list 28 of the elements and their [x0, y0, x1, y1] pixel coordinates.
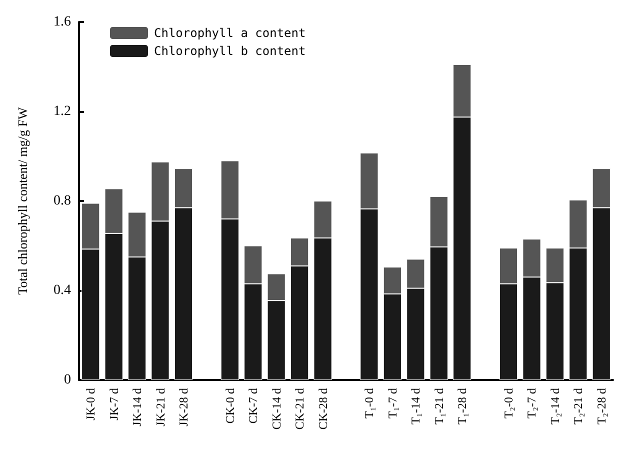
x-tick-label: T₂-28 d — [594, 388, 608, 425]
y-tick-label: 0.4 — [54, 283, 71, 298]
x-tick-label: T₂-14 d — [548, 388, 562, 425]
x-tick-label: CK-14 d — [269, 388, 284, 430]
y-tick-label: 0 — [64, 372, 71, 388]
y-tick-label: 1.2 — [54, 104, 71, 119]
x-tick-label: T₁-0 d — [362, 388, 376, 419]
x-tick-label: T₁-28 d — [455, 388, 470, 425]
x-tick-label: T₂-7 d — [524, 388, 539, 419]
x-tick-label: CK-28 d — [316, 388, 330, 430]
x-tick-label: JK-0 d — [84, 388, 98, 420]
y-tick-label: 0.8 — [54, 194, 71, 208]
y-axis-title: Total chlorophyll content/ mg/g FW — [15, 106, 30, 295]
legend-label: Chlorophyll b content — [154, 44, 306, 58]
x-tick-label: JK-7 d — [106, 388, 121, 420]
x-tick-label: T₂-0 d — [502, 388, 516, 419]
x-tick-label: JK-28 d — [176, 388, 190, 426]
x-tick-label: CK-7 d — [246, 388, 260, 424]
y-tick-label: 1.6 — [54, 14, 71, 30]
x-tick-label: T₁-14 d — [408, 388, 423, 425]
x-tick-label: T₂-21 d — [571, 388, 586, 425]
x-tick-label: T₁-21 d — [432, 388, 446, 425]
x-tick-label: T₁-7 d — [385, 388, 400, 419]
x-tick-label: JK-14 d — [130, 388, 144, 426]
legend-label: Chlorophyll a content — [154, 26, 306, 40]
x-tick-label: JK-21 d — [153, 388, 168, 426]
x-tick-label: CK-21 d — [292, 388, 307, 430]
x-tick-label: CK-0 d — [222, 388, 237, 424]
